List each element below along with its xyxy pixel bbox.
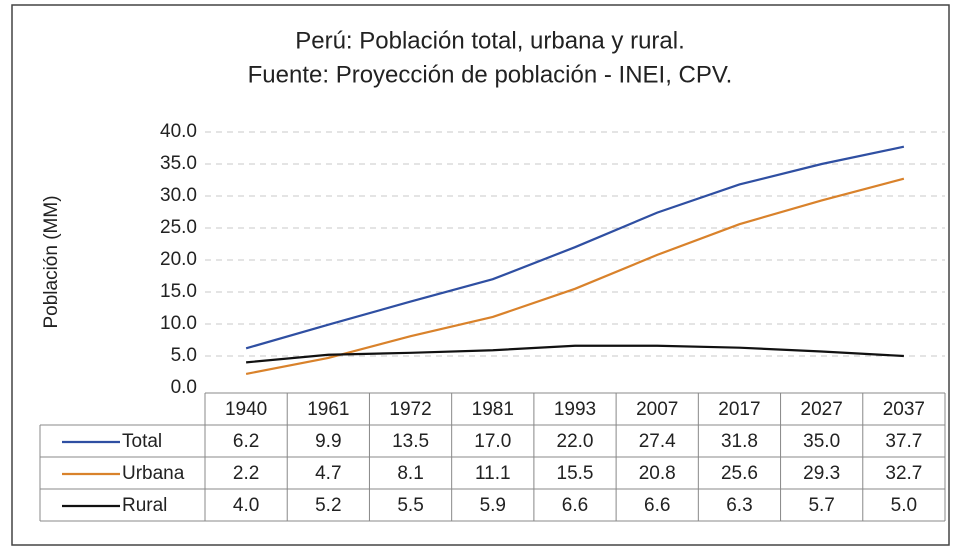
x-tick-label: 2027	[801, 399, 843, 420]
y-tick-label: 20.0	[160, 249, 197, 270]
data-label: 32.7	[885, 463, 922, 484]
data-label: 5.9	[480, 495, 506, 516]
legend-label: Urbana	[122, 463, 185, 484]
data-label: 4.7	[315, 463, 341, 484]
data-label: 5.2	[315, 495, 341, 516]
y-tick-label: 15.0	[160, 281, 197, 302]
data-label: 29.3	[803, 463, 840, 484]
chart-title: Perú: Población total, urbana y rural.	[295, 27, 685, 54]
chart-subtitle: Fuente: Proyección de población - INEI, …	[248, 61, 733, 88]
data-label: 25.6	[721, 463, 758, 484]
legend-label: Total	[122, 431, 162, 452]
data-label: 22.0	[557, 431, 594, 452]
y-tick-label: 35.0	[160, 153, 197, 174]
data-label: 9.9	[315, 431, 341, 452]
series-line	[245, 177, 905, 375]
data-label: 27.4	[639, 431, 676, 452]
y-tick-label: 10.0	[160, 313, 197, 334]
y-tick-label: 5.0	[171, 345, 197, 366]
x-tick-label: 2037	[883, 399, 925, 420]
x-tick-label: 1940	[225, 399, 267, 420]
frame	[11, 4, 950, 546]
x-tick-label: 2017	[718, 399, 760, 420]
data-label: 8.1	[397, 463, 423, 484]
x-tick-label: 1972	[389, 399, 431, 420]
x-tick-label: 1993	[554, 399, 596, 420]
data-label: 6.6	[562, 495, 588, 516]
data-label: 17.0	[474, 431, 511, 452]
y-axis-label: Población (MM)	[41, 195, 62, 328]
data-label: 4.0	[233, 495, 259, 516]
data-label: 5.7	[808, 495, 834, 516]
data-label: 35.0	[803, 431, 840, 452]
y-tick-label: 25.0	[160, 217, 197, 238]
legend-label: Rural	[122, 495, 167, 516]
series-line	[246, 344, 904, 364]
data-label: 31.8	[721, 431, 758, 452]
series-line	[245, 145, 905, 350]
data-label: 37.7	[885, 431, 922, 452]
data-label: 5.0	[891, 495, 917, 516]
data-label: 20.8	[639, 463, 676, 484]
data-label: 13.5	[392, 431, 429, 452]
y-tick-label: 0.0	[171, 377, 197, 398]
data-label: 6.2	[233, 431, 259, 452]
x-tick-label: 1961	[307, 399, 349, 420]
x-tick-label: 2007	[636, 399, 678, 420]
x-tick-label: 1981	[472, 399, 514, 420]
y-tick-label: 40.0	[160, 121, 197, 142]
y-tick-label: 30.0	[160, 185, 197, 206]
data-label: 5.5	[397, 495, 423, 516]
data-label: 6.3	[726, 495, 752, 516]
data-label: 2.2	[233, 463, 259, 484]
data-label: 11.1	[475, 463, 511, 484]
data-label: 6.6	[644, 495, 670, 516]
data-label: 15.5	[557, 463, 594, 484]
